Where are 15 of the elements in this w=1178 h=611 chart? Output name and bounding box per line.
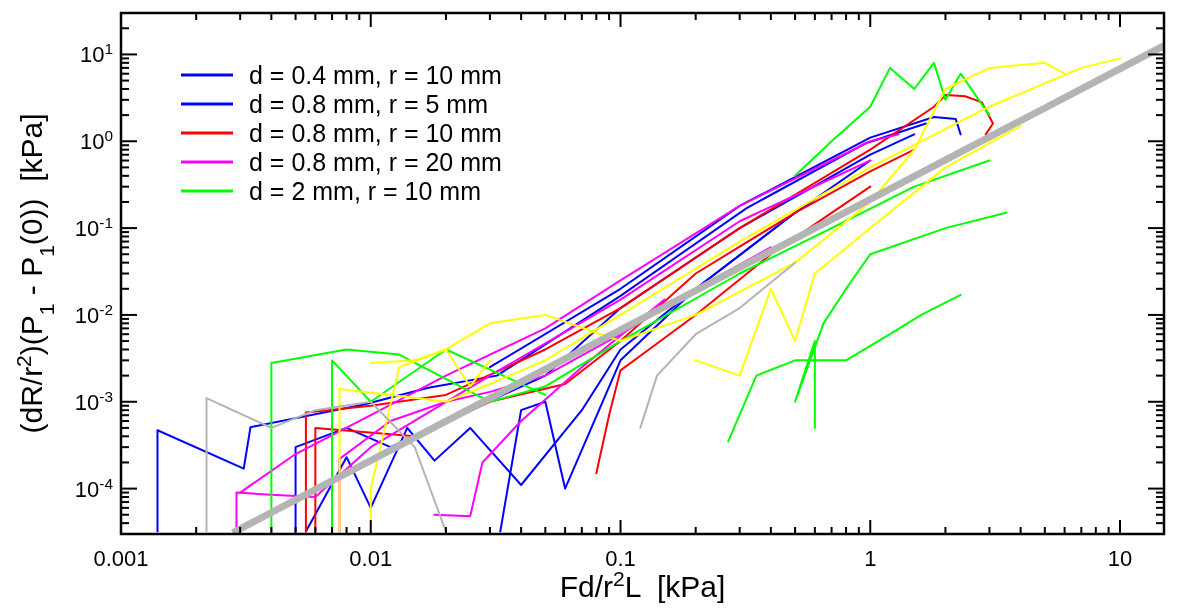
y-tick-label: 10$^{-1}$ xyxy=(74,213,113,242)
x-tick-label: 1 xyxy=(864,546,877,571)
legend-label: d = 0.8 mm, r = 5 mm xyxy=(249,90,488,118)
legend-label: d = 0.8 mm, r = 20 mm xyxy=(249,148,502,176)
x-tick-label: 0.001 xyxy=(93,546,149,571)
legend-label: d = 0.8 mm, r = 10 mm xyxy=(249,119,502,147)
legend-label: d = 2 mm, r = 10 mm xyxy=(249,177,482,205)
x-tick-label: 0.01 xyxy=(349,546,393,571)
legend-label: d = 0.4 mm, r = 10 mm xyxy=(249,61,502,89)
x-tick-label: 10 xyxy=(1107,546,1133,571)
y-tick-label: 10$^{-3}$ xyxy=(74,387,113,415)
y-tick-label: 10$^{-4}$ xyxy=(74,474,114,502)
y-tick-label: 10$^{1}$ xyxy=(79,39,113,68)
y-tick-label: 10$^{-2}$ xyxy=(74,300,113,328)
y-tick-label: 10$^{0}$ xyxy=(79,126,113,155)
